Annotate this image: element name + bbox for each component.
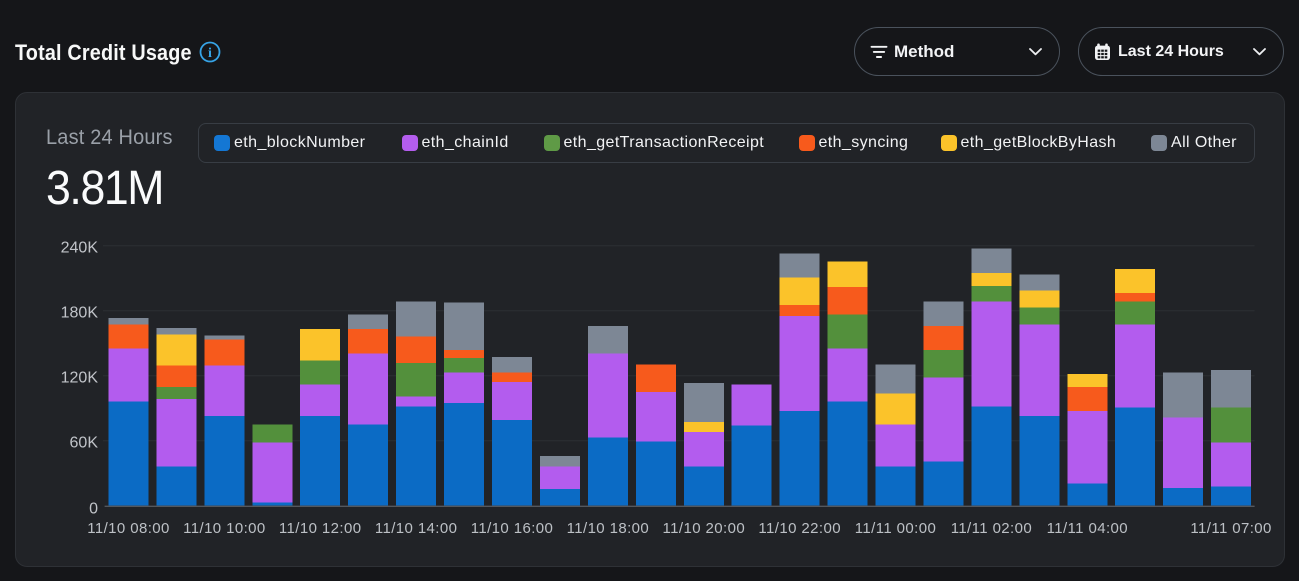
svg-text:11/10 16:00: 11/10 16:00 [471, 520, 554, 537]
svg-text:60K: 60K [70, 434, 99, 451]
svg-text:11/11 04:00: 11/11 04:00 [1047, 520, 1128, 537]
svg-text:11/11 00:00: 11/11 00:00 [855, 520, 936, 537]
svg-text:11/11 02:00: 11/11 02:00 [951, 520, 1032, 537]
svg-text:0: 0 [89, 500, 98, 517]
svg-text:11/10 22:00: 11/10 22:00 [758, 520, 841, 537]
svg-text:11/10 18:00: 11/10 18:00 [567, 520, 650, 537]
svg-text:180K: 180K [61, 304, 99, 321]
svg-text:11/10 14:00: 11/10 14:00 [375, 520, 458, 537]
svg-text:11/10 12:00: 11/10 12:00 [279, 520, 362, 537]
svg-text:11/11 07:00: 11/11 07:00 [1190, 520, 1271, 537]
svg-text:240K: 240K [61, 239, 99, 256]
svg-text:120K: 120K [61, 369, 99, 386]
svg-text:i: i [208, 46, 212, 61]
svg-text:11/10 20:00: 11/10 20:00 [663, 520, 746, 537]
svg-text:11/10 08:00: 11/10 08:00 [87, 520, 170, 537]
svg-text:11/10 10:00: 11/10 10:00 [183, 520, 266, 537]
